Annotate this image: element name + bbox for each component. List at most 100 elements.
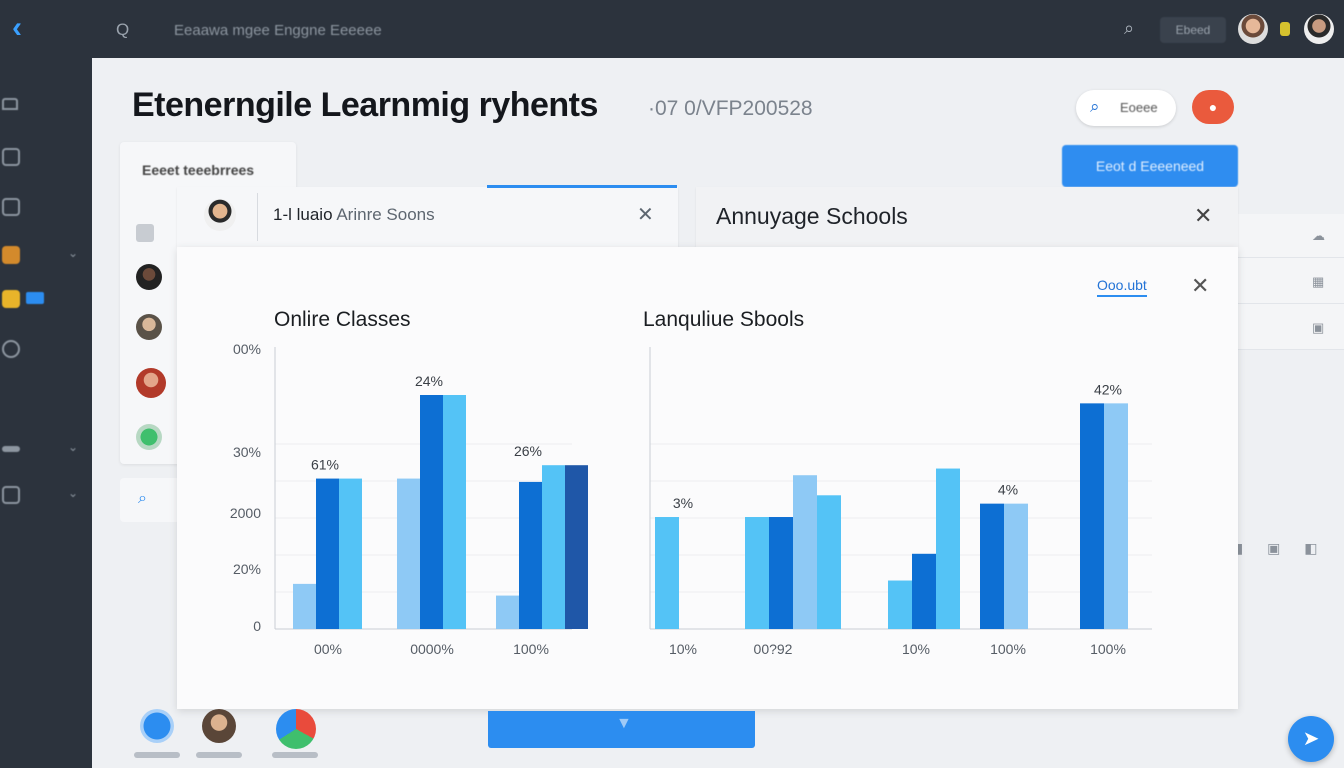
avatar[interactable] <box>202 709 236 743</box>
data-label: 26% <box>514 443 542 459</box>
tab-label-lite: Arinre Soons <box>336 205 435 224</box>
bar <box>293 583 316 629</box>
x-tick-label: 10% <box>669 641 697 657</box>
right-panel-row[interactable]: ▦ <box>1238 260 1344 304</box>
briefcase-icon <box>2 246 20 264</box>
sidebar-item-files[interactable] <box>0 196 92 220</box>
folder-icon <box>2 198 20 216</box>
list-filter[interactable]: ⌕ <box>120 478 180 522</box>
image-icon[interactable]: ▣ <box>1267 540 1281 556</box>
x-tick-label: 100% <box>990 641 1026 657</box>
document-icon <box>136 224 154 242</box>
sidebar-item-home[interactable] <box>0 92 92 116</box>
user-avatar[interactable] <box>1238 14 1268 44</box>
bar <box>888 580 912 629</box>
chevron-down-icon: ⌄ <box>68 486 79 500</box>
bottom-action-bar[interactable]: ▼ <box>488 711 755 748</box>
chart-title-language: Lanquliue Sbools <box>643 308 805 331</box>
tab-language-schools[interactable]: Annuyage Schools ✕ <box>696 187 1238 247</box>
search-icon: ⌕ <box>138 490 147 507</box>
x-tick-label: 0000% <box>410 641 454 657</box>
close-icon[interactable]: ✕ <box>637 204 654 226</box>
list-item[interactable] <box>136 368 196 398</box>
sidebar-item-cards[interactable] <box>0 288 92 312</box>
grid-icon: ▦ <box>1312 274 1325 289</box>
status-icon <box>136 424 162 450</box>
chevron-down-icon: ▼ <box>616 715 632 732</box>
bar <box>397 478 420 629</box>
y-tick-label: 30% <box>233 444 261 460</box>
chart-title-online: Onlire Classes <box>274 308 411 331</box>
record-button[interactable]: ● <box>1192 90 1234 124</box>
more-icon[interactable]: ◧ <box>1304 540 1318 556</box>
avatar[interactable] <box>140 709 174 743</box>
profile-avatar[interactable] <box>1304 14 1334 44</box>
bar <box>1080 403 1104 629</box>
top-action-button[interactable]: Ebeed <box>1160 17 1226 43</box>
sidebar-item-list[interactable]: ⌄ <box>0 438 92 462</box>
chevron-down-icon: ⌄ <box>68 246 79 260</box>
close-icon[interactable]: ✕ <box>1191 273 1210 298</box>
back-arrow-icon[interactable]: ‹ <box>12 11 22 44</box>
sidebar-item-security[interactable] <box>0 146 92 170</box>
sidebar-item-buildings[interactable]: ⌄ <box>0 484 92 508</box>
data-label: 42% <box>1094 381 1122 397</box>
bar <box>339 478 362 629</box>
sidebar-item-projects[interactable]: ⌄ <box>0 244 92 268</box>
page-date: ·07 0/VFP200528 <box>648 97 813 120</box>
bar <box>542 465 565 629</box>
y-tick-label: 2000 <box>230 505 261 521</box>
floating-action-button[interactable]: ➤ <box>1288 716 1334 762</box>
bar <box>420 395 443 629</box>
list-item[interactable] <box>136 424 196 452</box>
y-tick-label: 0 <box>253 618 261 634</box>
bar <box>769 517 793 629</box>
primary-action-button[interactable]: Eeot d Eeeeneed <box>1062 145 1238 187</box>
left-sidebar: ⌄ ⌄ ⌄ <box>0 58 92 768</box>
avatar[interactable] <box>276 709 316 749</box>
bar <box>936 468 960 629</box>
avatar-caption <box>272 752 318 758</box>
bar <box>817 495 841 629</box>
home-icon <box>2 98 18 110</box>
bar <box>519 481 542 629</box>
cloud-icon: ☁ <box>1312 228 1325 243</box>
notification-icon[interactable] <box>1280 22 1290 36</box>
bar <box>745 517 769 629</box>
search-icon: ⌕ <box>1090 97 1100 116</box>
y-tick-label: 00% <box>233 341 261 357</box>
search-button[interactable]: ⌕ Eoeee <box>1076 90 1176 126</box>
bar <box>793 475 817 629</box>
list-item[interactable] <box>136 314 196 342</box>
tab-online-classes[interactable]: 1-l luaio Arinre Soons ✕ <box>177 185 678 247</box>
bar <box>912 553 936 629</box>
x-tick-label: 100% <box>1090 641 1126 657</box>
right-toolbar: ◨ ▣ ◧ <box>1230 540 1337 557</box>
breadcrumb: Eeaawa mgee Enggne Eeeeee <box>174 22 382 39</box>
app-logo-icon: Q <box>116 20 130 39</box>
list-item[interactable] <box>136 264 196 292</box>
shield-icon <box>2 148 20 166</box>
search-icon[interactable]: ⌕ <box>1124 18 1135 38</box>
right-panel-row[interactable]: ▣ <box>1238 306 1344 350</box>
bar <box>1104 403 1128 629</box>
page-title: Etenerngile Learnmig ryhents <box>132 86 598 124</box>
x-tick-label: 100% <box>513 641 549 657</box>
tab-avatar <box>204 199 236 231</box>
data-label: 3% <box>673 495 693 511</box>
bar <box>565 465 588 629</box>
chart-card: Ooo.ubt ✕ Onlire Classes Lanquliue Sbool… <box>177 247 1238 709</box>
data-label: 4% <box>998 482 1018 498</box>
list-item[interactable] <box>136 220 196 248</box>
sidebar-item-alerts[interactable] <box>0 338 92 362</box>
card-link[interactable]: Ooo.ubt <box>1097 277 1147 297</box>
card-icon <box>2 290 20 308</box>
search-label: Eoeee <box>1120 100 1158 115</box>
right-panel-row[interactable]: ☁ <box>1238 214 1344 258</box>
x-tick-label: 00% <box>314 641 342 657</box>
tab-label: 1-l luaio Arinre Soons <box>273 205 435 225</box>
tab-label: Annuyage Schools <box>716 203 908 229</box>
active-tab-indicator <box>487 185 677 188</box>
close-icon[interactable]: ✕ <box>1194 203 1213 228</box>
right-panel: ☁ ▦ ▣ <box>1238 214 1344 350</box>
